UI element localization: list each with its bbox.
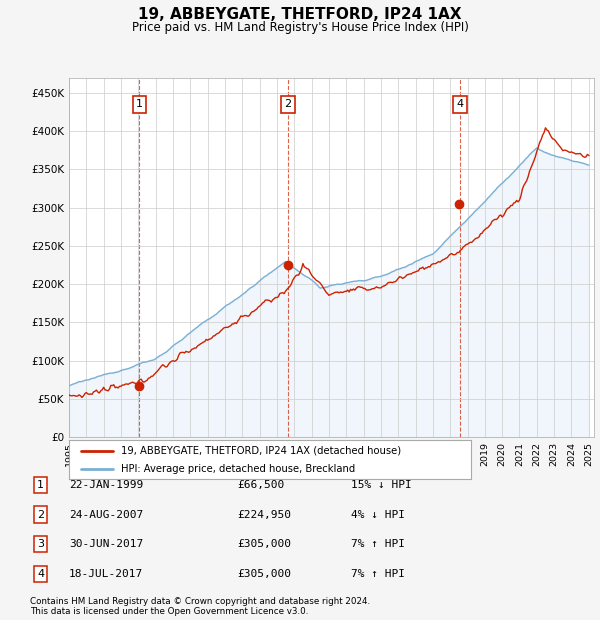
Text: 24-AUG-2007: 24-AUG-2007 (69, 510, 143, 520)
Text: £305,000: £305,000 (237, 569, 291, 579)
Text: 7% ↑ HPI: 7% ↑ HPI (351, 539, 405, 549)
Text: 1: 1 (136, 99, 143, 109)
Text: 1: 1 (37, 480, 44, 490)
Text: £305,000: £305,000 (237, 539, 291, 549)
Text: 2: 2 (284, 99, 292, 109)
Text: 2: 2 (37, 510, 44, 520)
Text: 22-JAN-1999: 22-JAN-1999 (69, 480, 143, 490)
Text: 3: 3 (37, 539, 44, 549)
Text: 4: 4 (456, 99, 463, 109)
Text: 30-JUN-2017: 30-JUN-2017 (69, 539, 143, 549)
Text: 7% ↑ HPI: 7% ↑ HPI (351, 569, 405, 579)
Text: 4: 4 (37, 569, 44, 579)
Text: 19, ABBEYGATE, THETFORD, IP24 1AX (detached house): 19, ABBEYGATE, THETFORD, IP24 1AX (detac… (121, 446, 401, 456)
Text: Price paid vs. HM Land Registry's House Price Index (HPI): Price paid vs. HM Land Registry's House … (131, 21, 469, 34)
Text: 15% ↓ HPI: 15% ↓ HPI (351, 480, 412, 490)
Text: HPI: Average price, detached house, Breckland: HPI: Average price, detached house, Brec… (121, 464, 356, 474)
Text: 4% ↓ HPI: 4% ↓ HPI (351, 510, 405, 520)
Text: 18-JUL-2017: 18-JUL-2017 (69, 569, 143, 579)
Text: Contains HM Land Registry data © Crown copyright and database right 2024.: Contains HM Land Registry data © Crown c… (30, 597, 370, 606)
Text: 19, ABBEYGATE, THETFORD, IP24 1AX: 19, ABBEYGATE, THETFORD, IP24 1AX (138, 7, 462, 22)
Text: This data is licensed under the Open Government Licence v3.0.: This data is licensed under the Open Gov… (30, 606, 308, 616)
Text: £66,500: £66,500 (237, 480, 284, 490)
Text: £224,950: £224,950 (237, 510, 291, 520)
